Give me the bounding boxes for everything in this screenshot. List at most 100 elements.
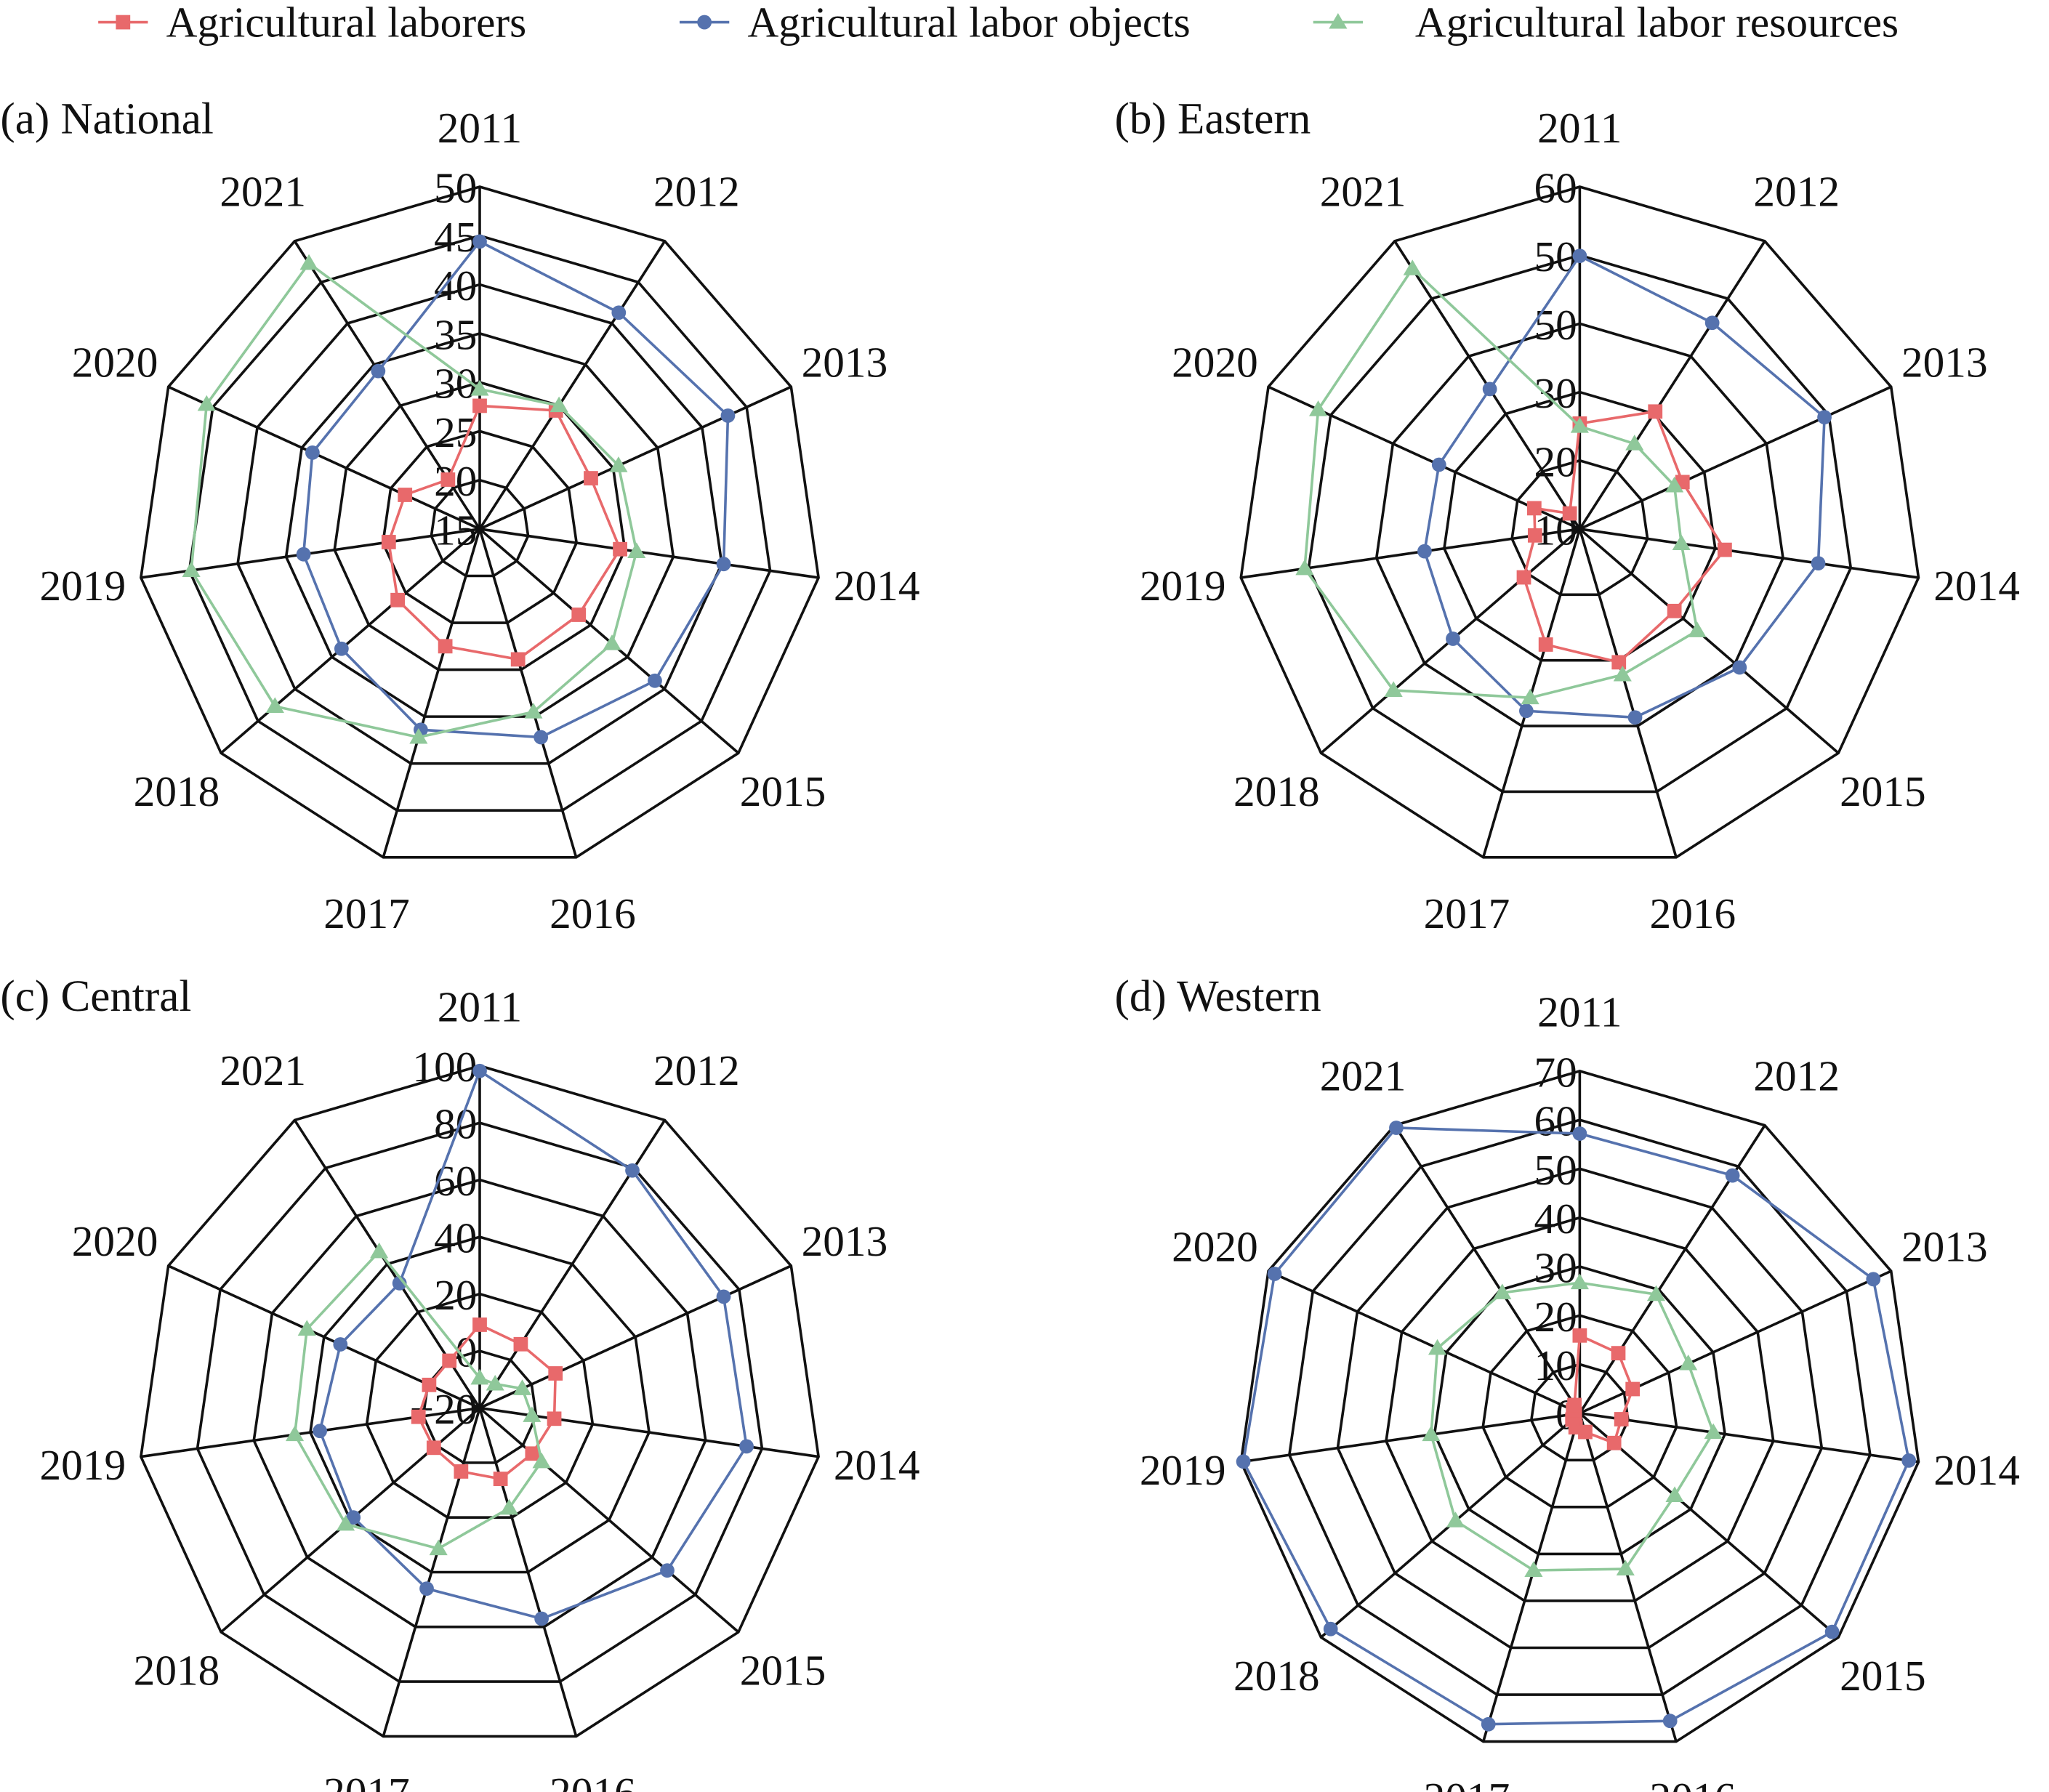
category-label: 2014 xyxy=(1933,1446,2020,1494)
data-point xyxy=(1446,1512,1465,1527)
data-point xyxy=(1648,404,1663,419)
data-point xyxy=(438,639,453,654)
tick-label: 10 xyxy=(1534,1341,1577,1389)
legend-label: Agricultural labor resources xyxy=(1415,0,1899,46)
data-point xyxy=(524,703,543,719)
tick-label: 20 xyxy=(1534,437,1577,485)
data-point xyxy=(1704,315,1720,331)
axis-spoke xyxy=(478,240,667,530)
data-point xyxy=(1616,1559,1635,1576)
data-point xyxy=(1611,1346,1626,1361)
data-point xyxy=(381,535,396,549)
axis-spoke xyxy=(1481,1413,1582,1743)
grid-ring xyxy=(252,1178,707,1628)
tick-label: 20 xyxy=(434,1271,477,1319)
axis-spoke xyxy=(478,1408,578,1737)
grid-ring xyxy=(1481,1314,1678,1509)
data-point xyxy=(486,1374,504,1391)
category-label: 2013 xyxy=(802,338,888,386)
data-point xyxy=(1384,681,1403,697)
category-label: 2021 xyxy=(1320,1052,1406,1099)
category-label: 2021 xyxy=(220,1046,306,1094)
series-line xyxy=(1241,1126,1911,1726)
axis-spoke xyxy=(1578,528,1678,858)
data-point xyxy=(1526,501,1542,516)
data-point xyxy=(1428,1339,1447,1355)
tick-label: 80 xyxy=(434,1100,477,1148)
data-point xyxy=(1236,1454,1251,1469)
series-line xyxy=(190,261,638,739)
tick-label: 50 xyxy=(1534,1146,1577,1194)
radar-chart-3: (c) Central 2011 2012 2013 2014 2015 2016 2017 2… xyxy=(0,972,919,1792)
data-point xyxy=(454,1464,469,1479)
grid-ring xyxy=(430,478,530,578)
axis-spoke xyxy=(479,528,819,579)
data-point xyxy=(1403,259,1422,275)
data-point xyxy=(472,398,487,413)
series-resources xyxy=(1422,1273,1723,1577)
data-point xyxy=(297,1320,316,1336)
axis-spoke xyxy=(1579,385,1892,530)
category-label: 2021 xyxy=(220,168,306,216)
series-objects xyxy=(313,1063,754,1626)
data-point xyxy=(285,1425,305,1442)
data-point xyxy=(472,234,487,249)
axis-spoke xyxy=(1579,1412,1840,1639)
data-point xyxy=(422,1377,437,1392)
data-point xyxy=(1611,655,1627,670)
axis-spoke xyxy=(478,1407,740,1634)
data-point xyxy=(390,592,406,608)
axis-spoke xyxy=(1241,1411,1580,1464)
data-point xyxy=(648,673,662,688)
grid-ring xyxy=(1287,1118,1872,1696)
data-point xyxy=(1417,544,1432,559)
data-point xyxy=(512,1379,532,1395)
data-point xyxy=(426,1440,441,1456)
category-label: 2014 xyxy=(834,562,920,610)
data-point xyxy=(1688,621,1707,637)
series-resources xyxy=(1295,259,1707,705)
category-label: 2017 xyxy=(1424,1774,1510,1792)
category-label: 2015 xyxy=(1840,767,1926,815)
category-label: 2020 xyxy=(72,338,158,386)
data-point xyxy=(470,1368,489,1385)
radar-chart-4: (d) Western 2011 2012 2013 2014 2015 2016 2017 2… xyxy=(1115,972,2020,1792)
data-point xyxy=(1627,710,1643,725)
data-point xyxy=(1295,559,1314,576)
data-point xyxy=(1625,435,1644,451)
data-point xyxy=(716,557,731,572)
data-point xyxy=(371,363,386,379)
axis-spoke xyxy=(1393,1124,1581,1414)
grid-ring xyxy=(140,1064,820,1738)
data-point xyxy=(1625,1381,1641,1397)
data-point xyxy=(613,541,627,557)
grid-ring xyxy=(188,234,772,812)
data-point xyxy=(1570,417,1589,433)
legend-label: Agricultural labor objects xyxy=(747,0,1190,46)
category-label: 2018 xyxy=(134,1647,220,1695)
panel-title: (a) National xyxy=(0,94,214,143)
axis-spoke xyxy=(382,1408,481,1737)
grid-ring xyxy=(381,429,579,624)
data-point xyxy=(296,546,311,562)
category-label: 2015 xyxy=(1840,1652,1926,1700)
data-point xyxy=(525,1446,540,1461)
data-point xyxy=(1901,1453,1917,1468)
data-point xyxy=(660,1563,675,1578)
grid-ring xyxy=(1433,1265,1727,1556)
tick-label: 20 xyxy=(1534,1293,1577,1341)
category-label: 2016 xyxy=(550,1769,636,1792)
data-point xyxy=(1308,400,1328,416)
panel-title: (b) Eastern xyxy=(1115,94,1311,143)
tick-label: 60 xyxy=(1534,1097,1577,1145)
tick-label: 100 xyxy=(412,1043,477,1091)
panel-title: (d) Western xyxy=(1115,972,1321,1021)
category-label: 2013 xyxy=(1901,338,1988,386)
category-label: 2013 xyxy=(1901,1222,1988,1270)
category-label: 2016 xyxy=(1650,889,1736,937)
category-label: 2017 xyxy=(323,889,410,937)
category-label: 2018 xyxy=(134,767,220,815)
grid-ring xyxy=(1239,185,1920,859)
tick-label: 70 xyxy=(1534,1048,1577,1096)
data-point xyxy=(1389,1121,1404,1135)
